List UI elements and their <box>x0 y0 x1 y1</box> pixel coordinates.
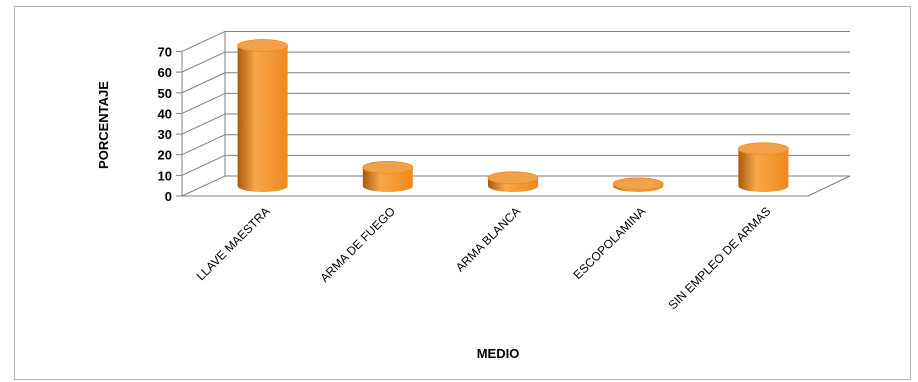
bar-top <box>362 161 414 174</box>
bar-body <box>738 148 789 192</box>
bar <box>487 171 539 192</box>
gridline-side <box>181 134 226 156</box>
y-tick-label: 0 <box>165 189 172 204</box>
x-tick-label: ESCOPOLAMINA <box>571 204 649 282</box>
x-axis-tick-labels: LLAVE MAESTRA ARMA DE FUEGO ARMA BLANCA ESC… <box>194 204 774 312</box>
gridline-side <box>181 154 226 176</box>
x-tick-label: LLAVE MAESTRA <box>194 204 273 283</box>
y-tick-label: 60 <box>158 65 172 80</box>
bar-top <box>738 142 789 156</box>
bar <box>612 177 664 192</box>
bar-top <box>612 177 664 191</box>
y-tick-label: 50 <box>158 86 172 101</box>
bar-top <box>487 171 539 185</box>
bar <box>738 142 789 192</box>
gridline-side <box>181 113 226 135</box>
y-tick-label: 40 <box>158 106 172 121</box>
bar <box>362 161 414 192</box>
bars <box>237 39 789 192</box>
x-tick-label: ARMA DE FUEGO <box>317 204 398 285</box>
y-tick-label: 70 <box>158 44 172 59</box>
y-tick-label: 30 <box>158 127 172 142</box>
y-axis-ticks: 0 10 20 30 40 50 60 70 <box>158 44 182 204</box>
y-tick-label: 10 <box>158 168 172 183</box>
gridline-side <box>181 72 226 94</box>
y-axis-title: PORCENTAJE <box>96 81 111 169</box>
x-tick-label: ARMA BLANCA <box>453 204 523 274</box>
gridline-side <box>181 92 226 114</box>
bar <box>237 39 289 192</box>
bar-top <box>237 39 289 52</box>
x-axis-title: MEDIO <box>477 346 520 361</box>
y-tick-label: 20 <box>158 148 172 163</box>
gridline-side <box>181 30 226 52</box>
bar-body <box>362 167 413 192</box>
gridline-side <box>181 51 226 73</box>
x-tick-label: SIN EMPLEO DE ARMAS <box>666 204 774 312</box>
bar-body <box>237 45 288 192</box>
